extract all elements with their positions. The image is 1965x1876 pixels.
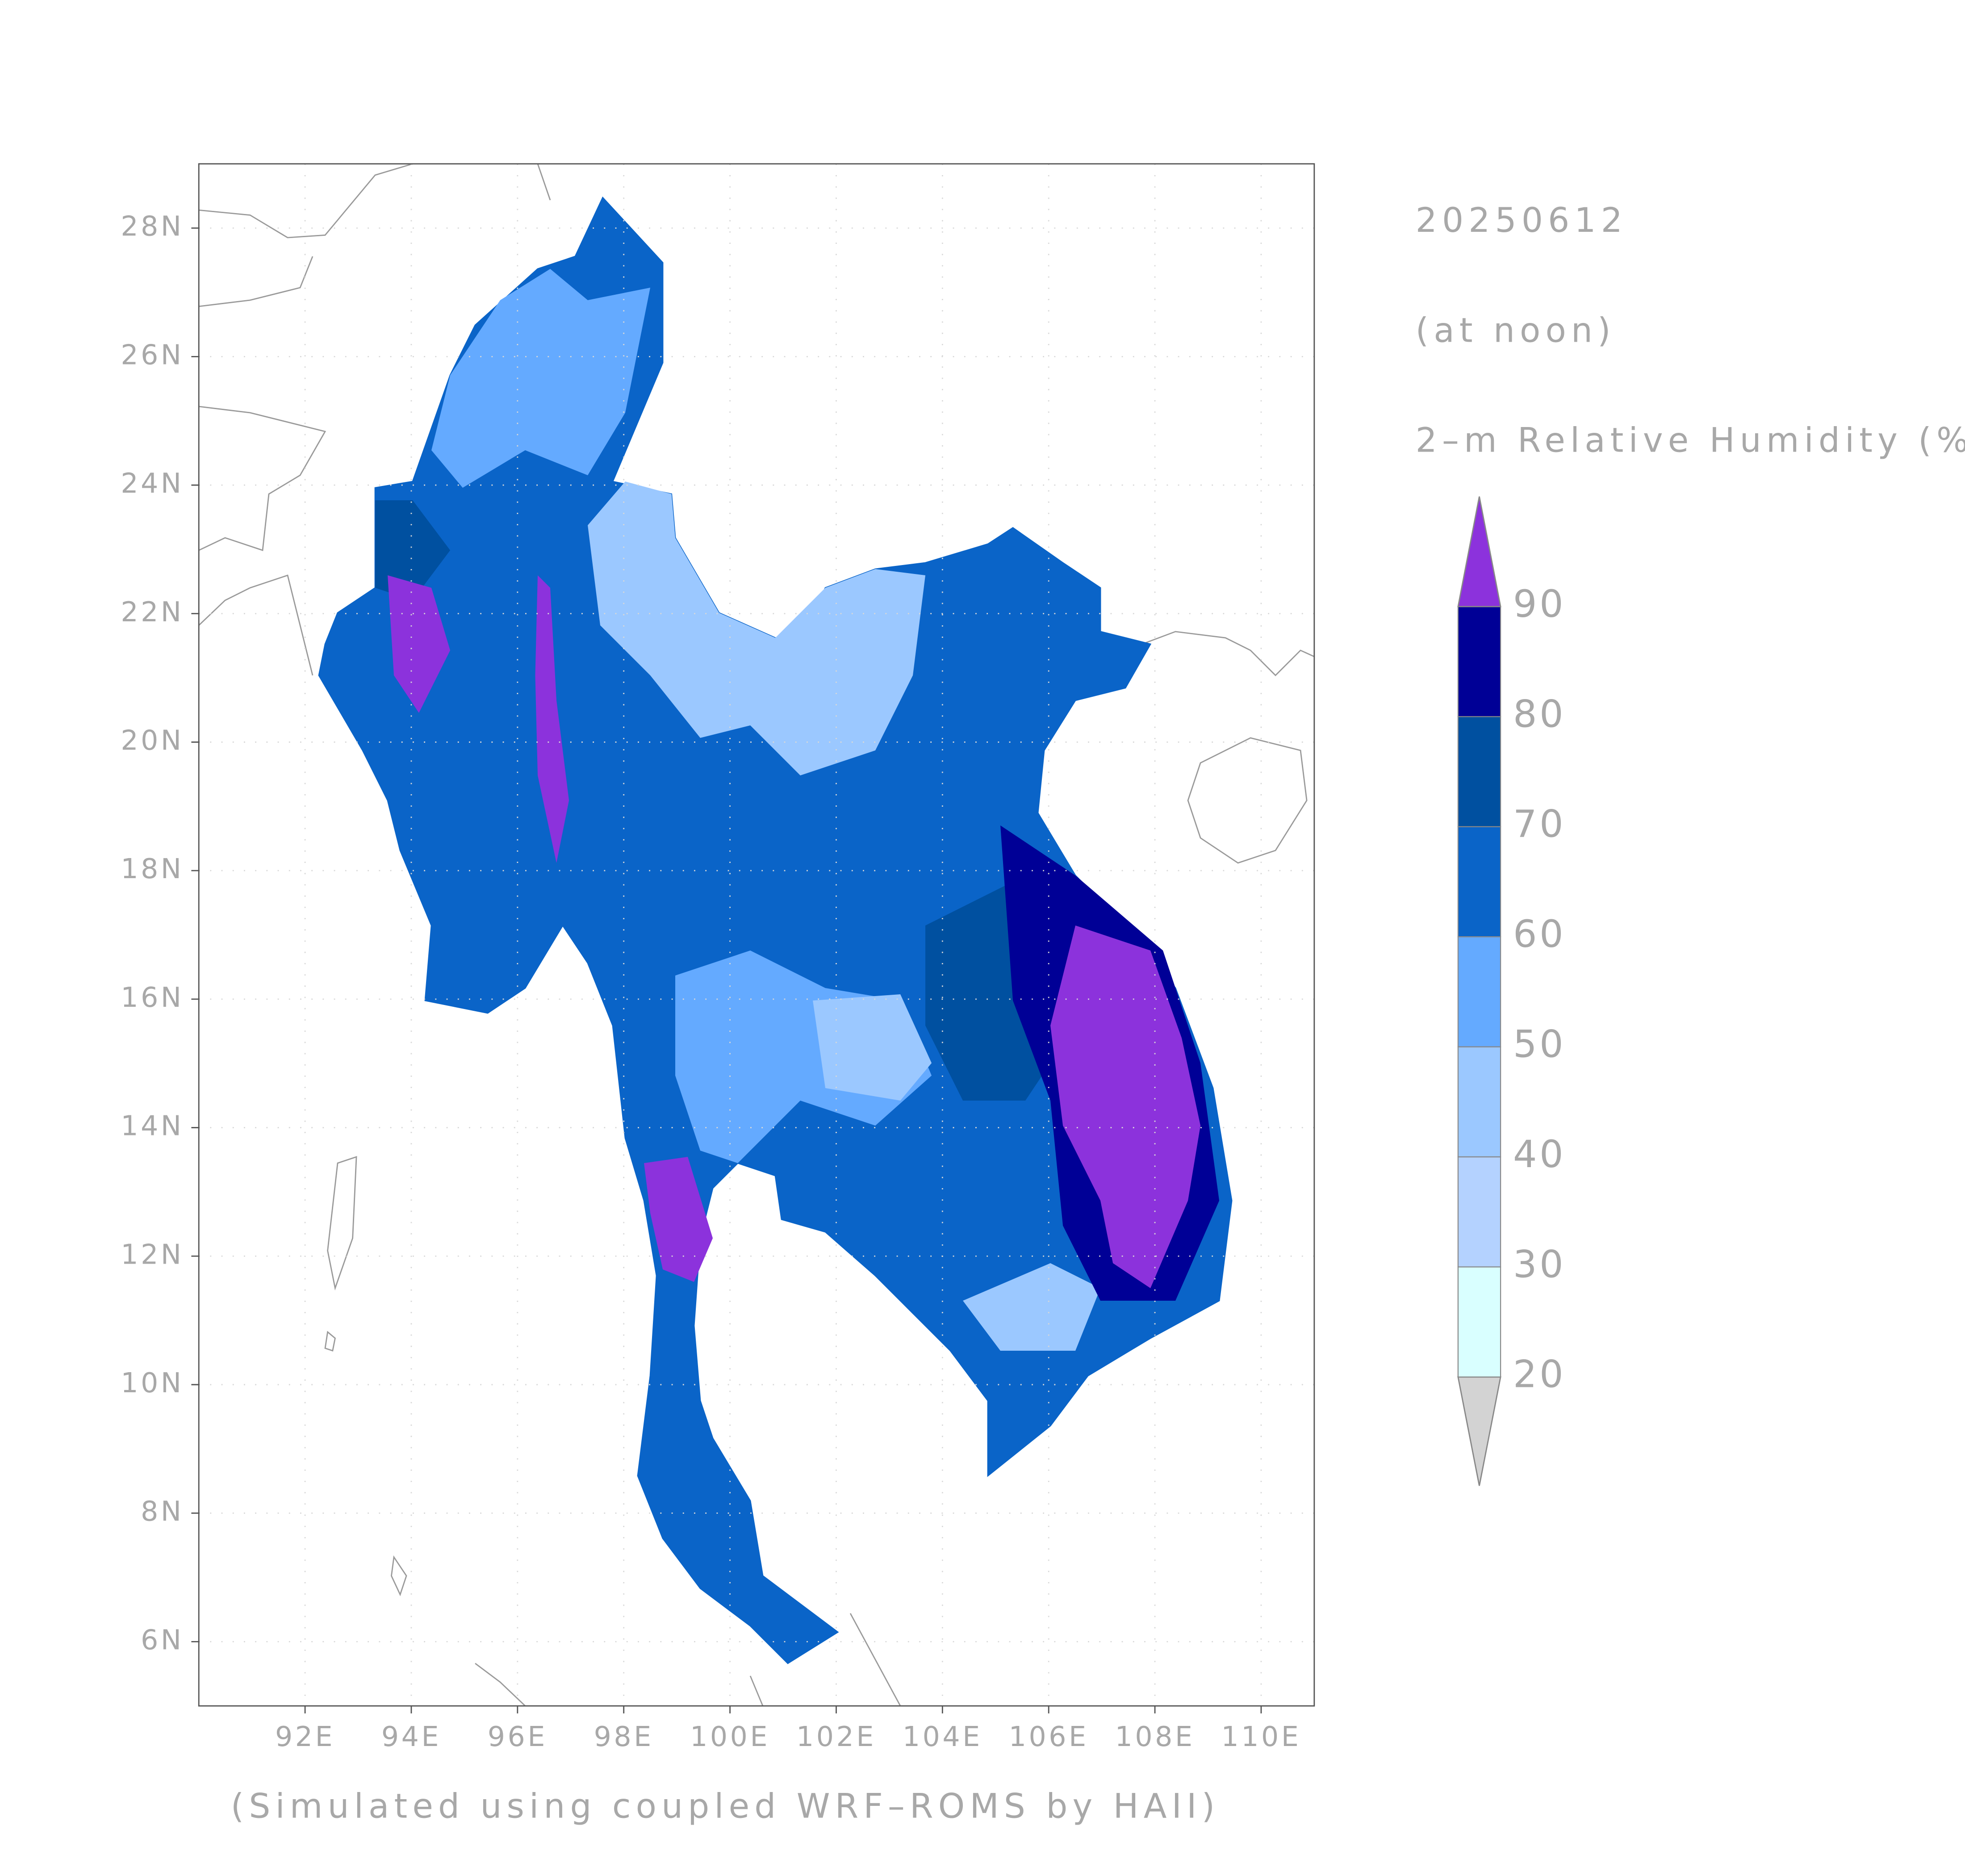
colorbar-swatch <box>1457 606 1501 717</box>
x-tick-label: 108E <box>1115 1721 1195 1753</box>
map-frame <box>198 163 1315 1707</box>
y-tick-label: 12N <box>121 1238 184 1270</box>
y-tick-label: 14N <box>121 1110 184 1142</box>
colorbar-arrow-low <box>1457 1376 1501 1486</box>
humidity-region <box>388 575 1201 1288</box>
colorbar-label: 60 <box>1513 912 1566 956</box>
x-tick-label: 94E <box>381 1721 441 1753</box>
colorbar-swatch <box>1457 936 1501 1047</box>
colorbar-label: 90 <box>1513 582 1566 626</box>
x-tick-label: 100E <box>690 1721 770 1753</box>
y-tick-label: 18N <box>121 853 184 885</box>
map-area <box>198 163 1315 1707</box>
colorbar-swatch <box>1457 716 1501 827</box>
y-tick-label: 6N <box>141 1624 184 1656</box>
colorbar-label: 70 <box>1513 802 1566 846</box>
x-tick-label: 98E <box>594 1721 654 1753</box>
colorbar-label: 20 <box>1513 1353 1566 1396</box>
x-tick-label: 106E <box>1009 1721 1089 1753</box>
colorbar-label: 50 <box>1513 1022 1566 1066</box>
footer-note: (Simulated using coupled WRF–ROMS by HAI… <box>231 1786 1220 1826</box>
y-tick-label: 8N <box>141 1495 184 1528</box>
y-tick-label: 24N <box>121 467 184 499</box>
colorbar-swatch <box>1457 826 1501 938</box>
y-tick-label: 28N <box>121 210 184 243</box>
humidity-region <box>431 269 651 488</box>
variable-label: 2–m Relative Humidity (%) <box>1416 421 1965 460</box>
humidity-region <box>813 994 1101 1351</box>
colorbar-label: 80 <box>1513 692 1566 736</box>
colorbar-swatch <box>1457 1046 1501 1158</box>
humidity-region <box>588 482 926 775</box>
x-tick-label: 102E <box>796 1721 876 1753</box>
date-title: 20250612 <box>1416 201 1627 240</box>
colorbar-label: 40 <box>1513 1132 1566 1176</box>
time-subtitle: (at noon) <box>1416 310 1616 350</box>
y-tick-label: 26N <box>121 339 184 371</box>
x-tick-label: 92E <box>275 1721 335 1753</box>
x-tick-label: 104E <box>903 1721 982 1753</box>
coastline <box>198 163 1315 1707</box>
colorbar-label: 30 <box>1513 1242 1566 1286</box>
humidity-region <box>375 500 1126 1101</box>
y-tick-label: 20N <box>121 724 184 757</box>
y-tick-label: 22N <box>121 596 184 628</box>
colorbar-swatch <box>1457 1266 1501 1378</box>
colorbar-arrow-high <box>1457 496 1501 607</box>
y-tick-label: 10N <box>121 1367 184 1399</box>
x-tick-label: 96E <box>488 1721 548 1753</box>
x-tick-label: 110E <box>1221 1721 1301 1753</box>
colorbar-swatch <box>1457 1156 1501 1268</box>
y-tick-label: 16N <box>121 981 184 1013</box>
